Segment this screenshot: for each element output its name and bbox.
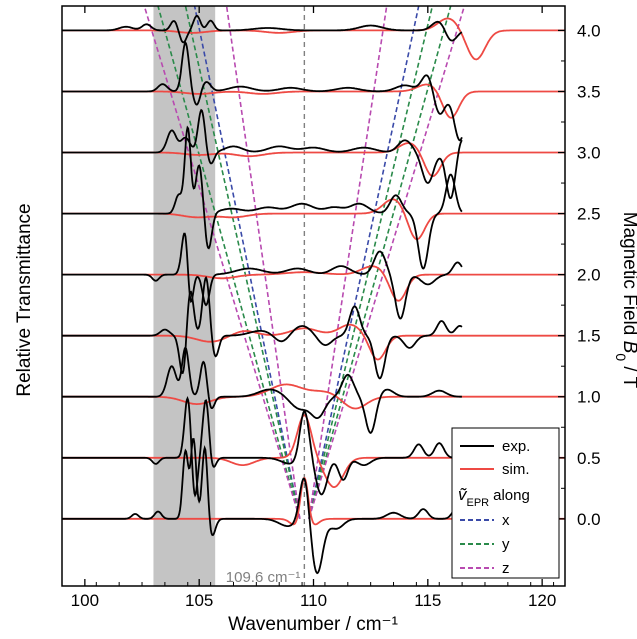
epr-line-z-3-right bbox=[308, 6, 388, 519]
y-tick-label-1.0: 1.0 bbox=[577, 388, 601, 407]
legend-header-label: along bbox=[493, 487, 530, 504]
y-tick-label-3.5: 3.5 bbox=[577, 82, 601, 101]
x-tick-label-100: 100 bbox=[71, 591, 99, 610]
x-tick-label-120: 120 bbox=[528, 591, 556, 610]
shaded-band bbox=[153, 6, 216, 586]
exp-curve-3.0 bbox=[62, 108, 463, 200]
y-axis-title-left: Relative Transmittance bbox=[14, 203, 35, 396]
legend-label-x: x bbox=[502, 512, 510, 529]
y-axis-title-right-symbol: B bbox=[619, 341, 637, 354]
legend-label-exp: exp. bbox=[502, 438, 530, 455]
y-axis-title-right-subscript: 0 bbox=[613, 353, 629, 361]
exp-curve-3.5 bbox=[62, 41, 463, 142]
y-axis-title-right-unit: / T bbox=[619, 361, 637, 388]
exp-curve-0.0 bbox=[62, 438, 463, 575]
y-tick-label-2.0: 2.0 bbox=[577, 266, 601, 285]
epr-line-y-1-left bbox=[157, 6, 301, 520]
y-tick-label-1.5: 1.5 bbox=[577, 327, 601, 346]
sim-curve-4.0 bbox=[62, 17, 565, 61]
sim-curve-2.5 bbox=[62, 198, 565, 241]
legend-label-z: z bbox=[502, 560, 510, 577]
epr-line-z-4-left bbox=[143, 6, 301, 520]
legend-header-subscript: EPR bbox=[467, 497, 490, 509]
x-tick-label-110: 110 bbox=[300, 591, 327, 610]
exp-curve-2.0 bbox=[62, 232, 463, 320]
y-tick-label-0.5: 0.5 bbox=[577, 449, 601, 468]
legend-box bbox=[451, 427, 560, 579]
epr-line-z-3-left bbox=[225, 6, 301, 519]
y-tick-label-2.5: 2.5 bbox=[577, 205, 601, 224]
epr-line-y-1-right bbox=[308, 6, 434, 519]
y-tick-label-3.0: 3.0 bbox=[577, 144, 601, 163]
sim-curve-1.5 bbox=[62, 323, 565, 361]
legend-label-y: y bbox=[502, 536, 510, 553]
sim-curve-3.5 bbox=[62, 83, 565, 119]
legend-header: ṽEPR along bbox=[458, 485, 530, 509]
epr-line-x-0-left bbox=[193, 6, 301, 519]
x-tick-label-105: 105 bbox=[185, 591, 213, 610]
y-tick-label-4.0: 4.0 bbox=[577, 21, 601, 40]
y-axis-title-right-prefix: Magnetic Field bbox=[619, 212, 637, 341]
x-tick-label-115: 115 bbox=[414, 591, 441, 610]
epr-line-x-0-right bbox=[308, 6, 420, 519]
epr-line-y-2-right bbox=[308, 6, 452, 520]
exp-curve-4.0 bbox=[62, 14, 463, 44]
exp-curve-1.0 bbox=[62, 346, 462, 434]
y-axis-title-right: Magnetic Field B0 / T bbox=[613, 212, 637, 389]
legend-label-sim: sim. bbox=[502, 461, 530, 478]
zero-field-annotation: 109.6 cm⁻¹ bbox=[226, 569, 301, 586]
legend-header-symbol: ṽ bbox=[458, 485, 468, 504]
exp-curve-2.5 bbox=[62, 125, 463, 270]
x-axis-title: Wavenumber / cm⁻¹ bbox=[228, 614, 398, 635]
legend: exp. sim. ṽEPR along xyz bbox=[451, 427, 560, 579]
exp-curve-1.5 bbox=[62, 275, 463, 380]
y-tick-label-0.0: 0.0 bbox=[577, 510, 601, 529]
exp-curve-0.5 bbox=[62, 396, 462, 498]
